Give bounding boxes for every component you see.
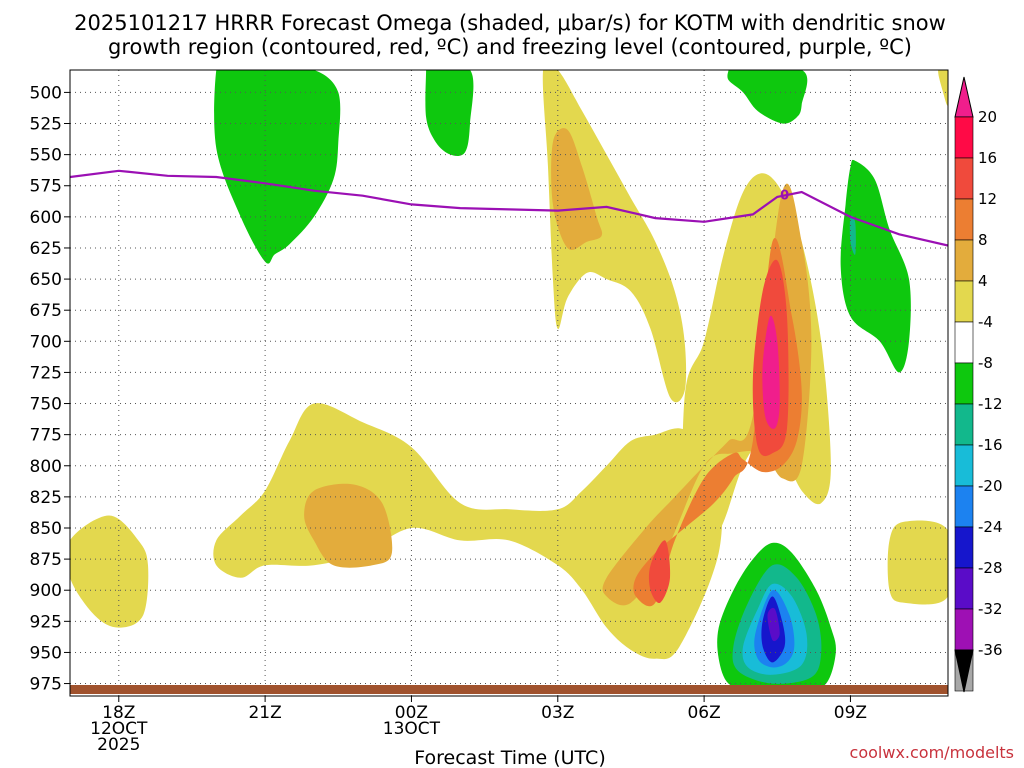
freezing-level-label: 0 — [780, 188, 789, 203]
y-tick-label: 750 — [30, 395, 62, 415]
freezing-level-line — [70, 169, 948, 247]
omega-region-2 — [727, 70, 808, 124]
colorbar-label: 20 — [978, 108, 997, 126]
plot-frame — [69, 69, 949, 697]
x-tick-label: 09Z — [834, 703, 867, 723]
x-tick-label: 2025 — [97, 735, 140, 755]
y-axis: 500 525 550 575 600 625 650 675 700 725 750 775 800 8… — [30, 83, 70, 695]
colorbar-swatch — [954, 239, 974, 282]
omega-region-0 — [214, 70, 341, 264]
x-axis-label: Forecast Time (UTC) — [414, 747, 605, 768]
y-tick-label: 625 — [30, 239, 62, 259]
y-tick-label: 850 — [30, 519, 62, 539]
y-tick-label: 500 — [30, 83, 62, 103]
omega-region-5 — [542, 70, 687, 403]
colorbar-label: 16 — [978, 149, 997, 167]
y-tick-label: 900 — [30, 581, 62, 601]
y-tick-label: 925 — [30, 612, 62, 632]
omega-shading — [70, 70, 948, 693]
colorbar-swatch — [954, 485, 974, 528]
colorbar-bottom-arrow — [954, 649, 974, 693]
omega-region-16 — [648, 540, 671, 604]
omega-region-8 — [70, 515, 149, 628]
colorbar-swatch — [954, 280, 974, 323]
y-tick-label: 825 — [30, 488, 62, 508]
omega-region-9 — [887, 520, 948, 605]
colorbar-swatch — [954, 567, 974, 610]
y-tick-label: 800 — [30, 457, 62, 477]
chart-title-line-1: 2025101217 HRRR Forecast Omega (shaded, … — [74, 11, 946, 35]
colorbar-swatch — [954, 403, 974, 446]
y-tick-label: 650 — [30, 270, 62, 290]
colorbar-label: 12 — [978, 190, 997, 208]
colorbar-top-arrow — [954, 76, 974, 118]
colorbar-label: -32 — [978, 600, 1003, 618]
y-tick-label: 525 — [30, 115, 62, 135]
colorbar-label: -4 — [978, 313, 993, 331]
x-tick-label: 12OCT — [90, 719, 148, 739]
y-tick-label: 725 — [30, 363, 62, 383]
freezing-level: 0 — [70, 169, 948, 247]
colorbar-swatch — [954, 362, 974, 405]
colorbar-label: -36 — [978, 641, 1003, 659]
colorbar-label: 4 — [978, 272, 988, 290]
y-tick-label: 550 — [30, 146, 62, 166]
x-tick-label: 13OCT — [383, 719, 441, 739]
colorbar-label: -8 — [978, 354, 993, 372]
colorbar-swatch — [954, 198, 974, 241]
ground-surface — [70, 685, 948, 694]
y-tick-label: 675 — [30, 301, 62, 321]
y-tick-label: 975 — [30, 675, 62, 695]
colorbar-label: -12 — [978, 395, 1003, 413]
colorbar-label: -28 — [978, 559, 1003, 577]
colorbar-swatch — [954, 526, 974, 569]
omega-region-7 — [213, 403, 723, 660]
x-tick-label: 03Z — [541, 703, 574, 723]
chart-title-line-2: growth region (contoured, red, ºC) and f… — [108, 35, 912, 59]
omega-region-10 — [938, 70, 948, 106]
credit-link[interactable]: coolwx.com/modelts — [850, 743, 1014, 762]
x-tick-label: 00Z — [395, 703, 428, 723]
omega-region-13 — [304, 483, 393, 568]
omega-region-4 — [849, 215, 856, 255]
colorbar-swatch — [954, 116, 974, 159]
omega-region-3 — [840, 159, 911, 373]
colorbar-label: -24 — [978, 518, 1003, 536]
y-tick-label: 600 — [30, 208, 62, 228]
colorbar-swatch — [954, 444, 974, 487]
colorbar-swatch — [954, 321, 974, 364]
omega-region-11 — [551, 128, 603, 250]
y-tick-label: 575 — [30, 177, 62, 197]
omega-region-17 — [762, 315, 780, 429]
omega-region-1 — [425, 70, 474, 156]
colorbar-swatch — [954, 608, 974, 651]
y-tick-label: 775 — [30, 426, 62, 446]
colorbar: 20 16 12 8 4 -4 -8 -12 -16 -20 -24 -28 -32 -36 — [954, 76, 1003, 693]
colorbar-label: -20 — [978, 477, 1003, 495]
y-tick-label: 875 — [30, 550, 62, 570]
x-tick-label: 18Z — [102, 703, 135, 723]
y-tick-label: 700 — [30, 332, 62, 352]
x-tick-label: 21Z — [248, 703, 281, 723]
omega-region-23 — [767, 607, 780, 642]
colorbar-label: 8 — [978, 231, 988, 249]
colorbar-swatch — [954, 157, 974, 200]
x-tick-label: 06Z — [687, 703, 720, 723]
colorbar-label: -16 — [978, 436, 1003, 454]
y-tick-label: 950 — [30, 643, 62, 663]
